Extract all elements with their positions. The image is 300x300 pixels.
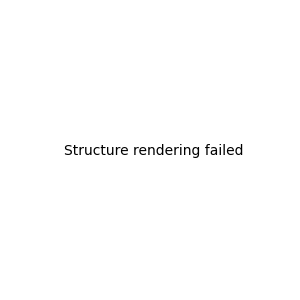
- Text: Structure rendering failed: Structure rendering failed: [64, 145, 244, 158]
